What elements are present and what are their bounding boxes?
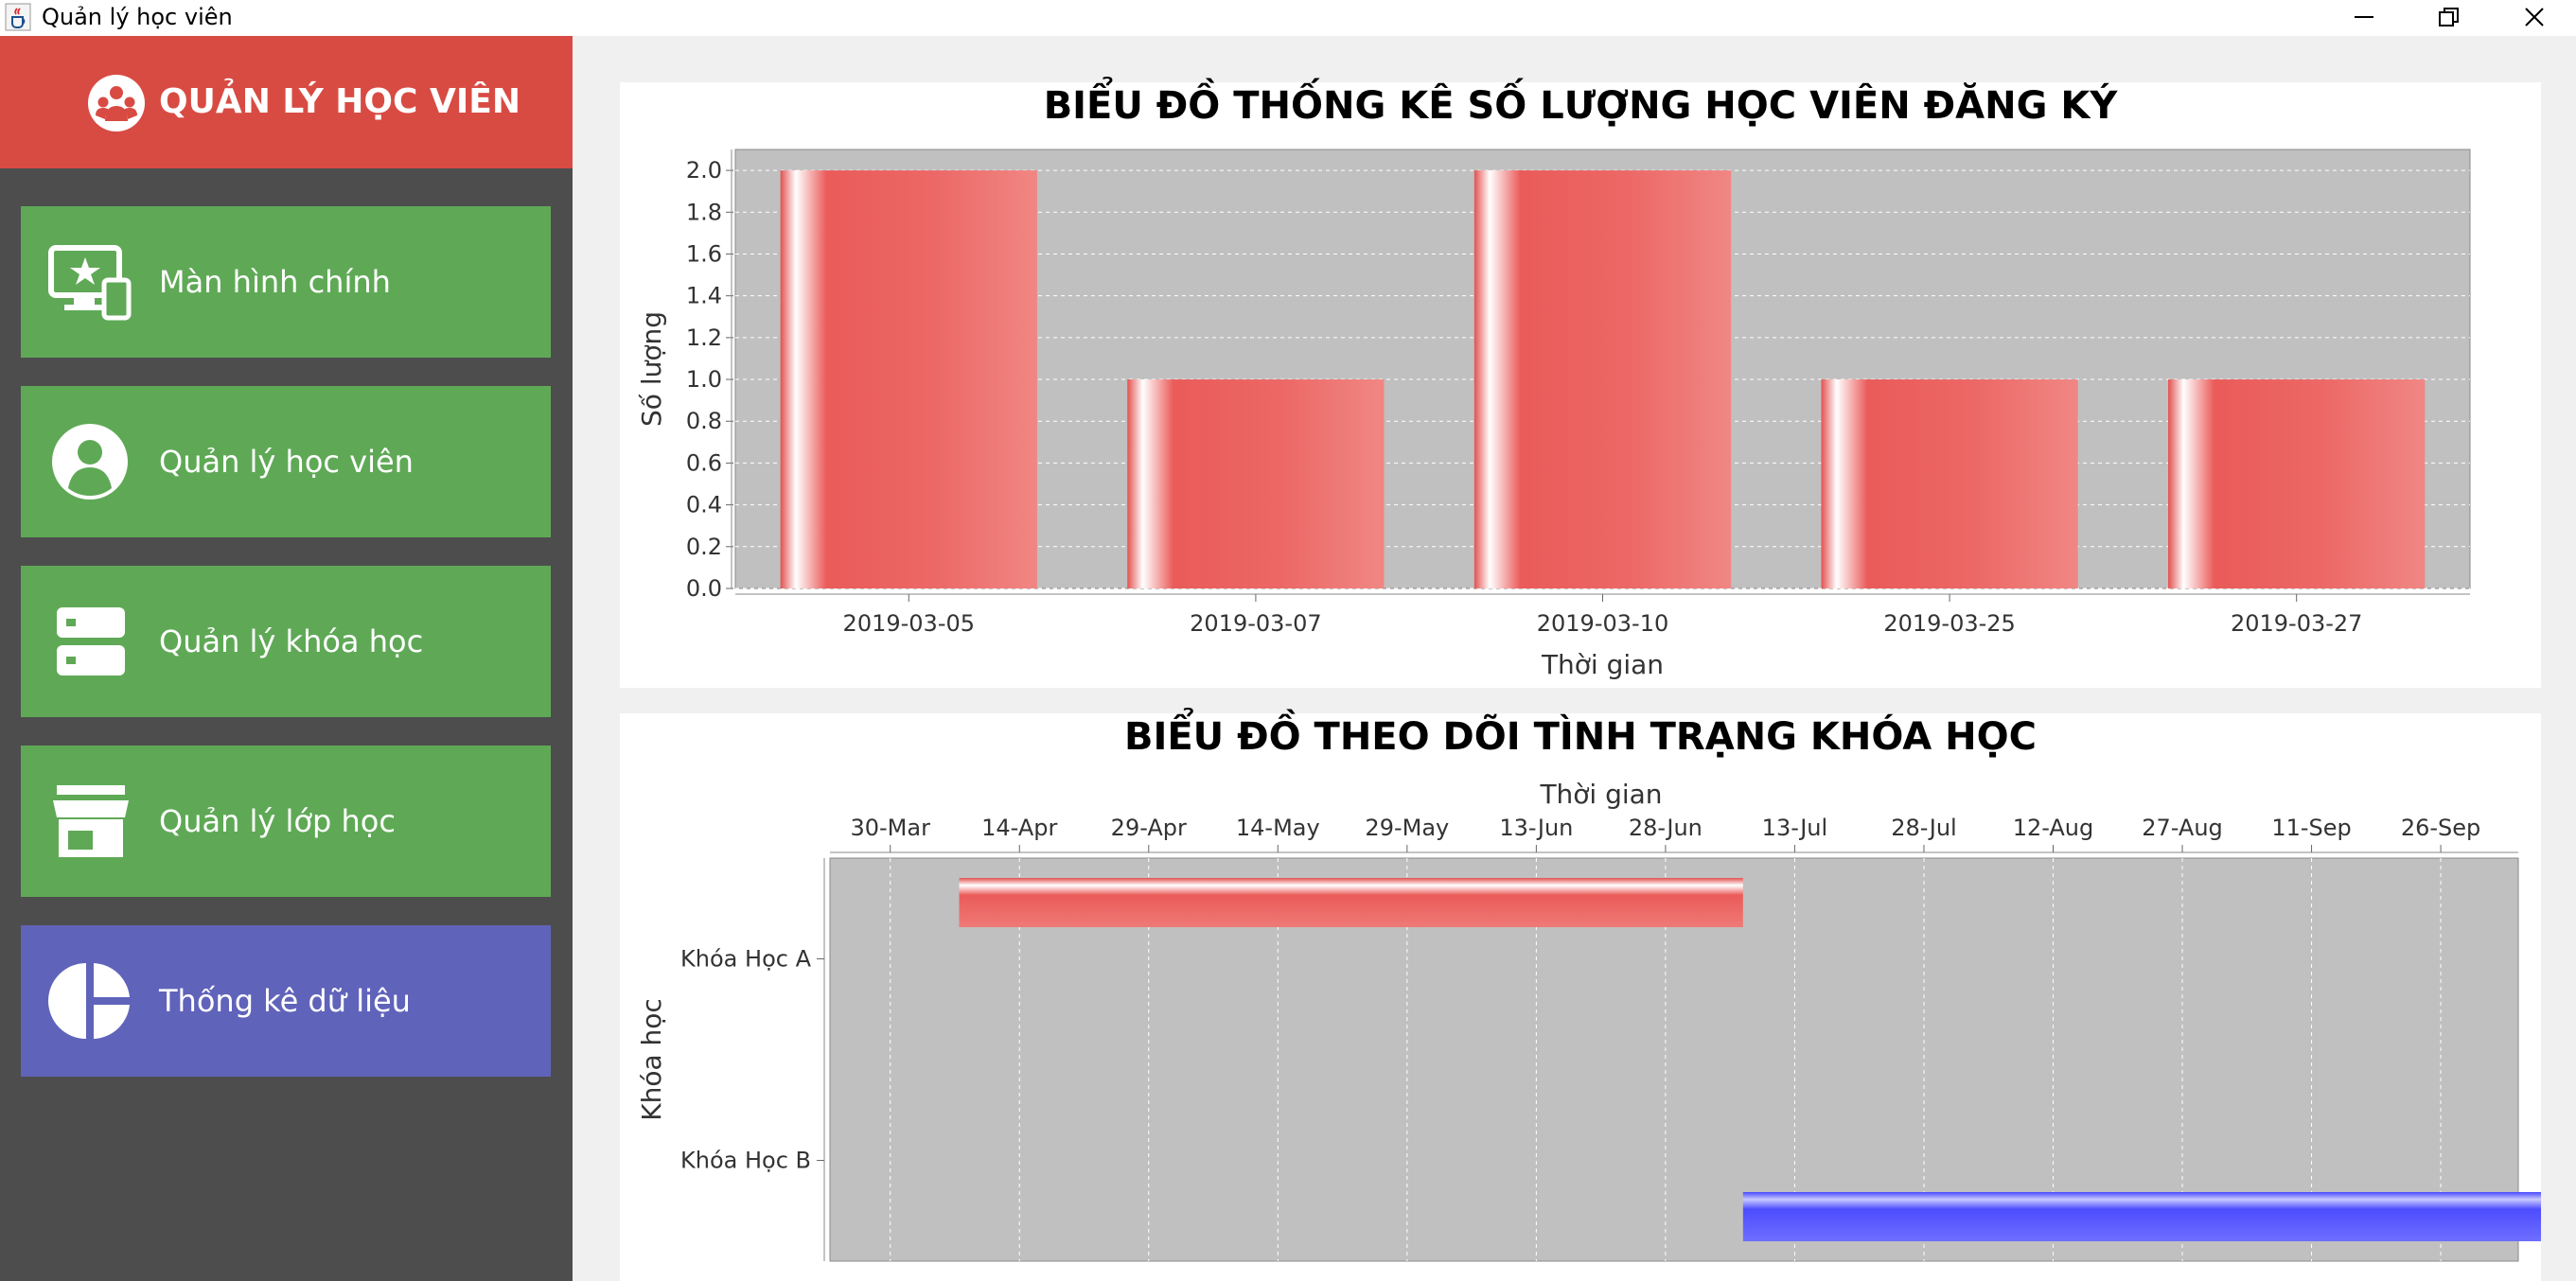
brand-title: QUẢN LÝ HỌC VIÊN bbox=[159, 82, 520, 121]
sidebar-item-students[interactable]: Quản lý học viên bbox=[21, 386, 551, 537]
bar bbox=[1473, 170, 1732, 588]
x-tick-label: 2019-03-05 bbox=[843, 610, 975, 637]
minimize-icon bbox=[2355, 16, 2373, 18]
server-icon bbox=[57, 607, 125, 676]
x-tick-label: 30-Mar bbox=[850, 815, 930, 841]
course-gantt-chart: 30-Mar 14-Apr 29-Apr 14-May 29-May 13-Jun 28-J… bbox=[636, 779, 2541, 1262]
task-bar bbox=[1742, 1192, 2541, 1241]
y-tick-label: Khóa Học A bbox=[680, 946, 812, 973]
sidebar-item-statistics[interactable]: Thống kê dữ liệu bbox=[21, 925, 551, 1077]
x-tick-label: 28-Jun bbox=[1629, 815, 1703, 841]
user-circle-icon bbox=[52, 424, 128, 500]
restore-icon bbox=[2439, 8, 2459, 26]
y-tick-label: 1.8 bbox=[686, 199, 722, 225]
x-tick-label: 29-Apr bbox=[1111, 815, 1187, 841]
y-tick-label: 1.6 bbox=[686, 240, 722, 267]
x-tick-label: 12-Aug bbox=[2013, 815, 2094, 841]
store-icon bbox=[53, 785, 129, 857]
x-tick-label: 13-Jul bbox=[1762, 815, 1828, 841]
users-circle-icon bbox=[88, 75, 145, 132]
close-button[interactable] bbox=[2495, 0, 2574, 34]
window-title: Quản lý học viên bbox=[42, 4, 233, 30]
y-tick-label: 1.2 bbox=[686, 325, 722, 351]
y-tick-label: 0.0 bbox=[686, 575, 722, 602]
y-axis-label: Số lượng bbox=[636, 311, 667, 427]
bar bbox=[1821, 379, 2078, 588]
minimize-button[interactable] bbox=[2324, 0, 2404, 34]
x-tick-label: 26-Sep bbox=[2401, 815, 2480, 841]
x-tick-label: 14-May bbox=[1236, 815, 1320, 841]
java-cup-icon bbox=[5, 3, 31, 31]
pie-chart-icon bbox=[48, 963, 130, 1039]
restore-button[interactable] bbox=[2409, 0, 2489, 34]
x-axis-label: Thời gian bbox=[1541, 649, 1664, 680]
x-tick-label: 14-Apr bbox=[981, 815, 1057, 841]
y-axis-label: Khóa học bbox=[636, 998, 667, 1121]
x-axis-label: Thời gian bbox=[1539, 779, 1662, 810]
task-bar bbox=[959, 878, 1743, 927]
x-tick-label: 11-Sep bbox=[2271, 815, 2351, 841]
sidebar-item-label: Thống kê dữ liệu bbox=[159, 983, 411, 1019]
registration-chart-panel: BIỂU ĐỒ THỐNG KÊ SỐ LƯỢNG HỌC VIÊN ĐĂNG … bbox=[620, 82, 2541, 688]
x-tick-label: 27-Aug bbox=[2142, 815, 2223, 841]
x-tick-label: 2019-03-27 bbox=[2231, 610, 2362, 637]
x-tick-label: 2019-03-07 bbox=[1190, 610, 1321, 637]
x-tick-label: 28-Jul bbox=[1891, 815, 1957, 841]
sidebar-item-main-screen[interactable]: Màn hình chính bbox=[21, 206, 551, 358]
chart-title: BIỂU ĐỒ THỐNG KÊ SỐ LƯỢNG HỌC VIÊN ĐĂNG … bbox=[1043, 84, 2118, 128]
course-status-chart-panel: BIỂU ĐỒ THEO DÕI TÌNH TRẠNG KHÓA HỌC 30-… bbox=[620, 713, 2541, 1281]
bar bbox=[1127, 379, 1385, 588]
y-tick-label: 0.4 bbox=[686, 492, 722, 518]
bar bbox=[780, 170, 1037, 588]
sidebar-item-label: Quản lý lớp học bbox=[159, 803, 396, 839]
y-tick-label: 0.6 bbox=[686, 449, 722, 476]
x-tick-label: 29-May bbox=[1365, 815, 1449, 841]
y-tick-label: 1.0 bbox=[686, 366, 722, 393]
sidebar-item-label: Quản lý học viên bbox=[159, 444, 414, 480]
x-tick-label: 13-Jun bbox=[1499, 815, 1573, 841]
monitor-star-icon bbox=[48, 245, 132, 321]
y-tick-label: 0.2 bbox=[686, 534, 722, 560]
sidebar-item-label: Màn hình chính bbox=[159, 264, 391, 300]
window-titlebar: Quản lý học viên bbox=[0, 0, 2576, 36]
y-tick-label: 2.0 bbox=[686, 157, 722, 184]
sidebar-item-classes[interactable]: Quản lý lớp học bbox=[21, 746, 551, 897]
sidebar: QUẢN LÝ HỌC VIÊN Màn hình chính Quản lý … bbox=[0, 36, 573, 1281]
y-tick-label: 1.4 bbox=[686, 283, 722, 309]
y-tick-label: Khóa Học B bbox=[680, 1148, 811, 1174]
x-tick-label: 2019-03-25 bbox=[1883, 610, 2015, 637]
close-icon bbox=[2525, 8, 2544, 26]
brand-header: QUẢN LÝ HỌC VIÊN bbox=[0, 36, 573, 168]
chart-title: BIỂU ĐỒ THEO DÕI TÌNH TRẠNG KHÓA HỌC bbox=[1123, 715, 2038, 759]
y-tick-label: 0.8 bbox=[686, 408, 722, 434]
sidebar-item-courses[interactable]: Quản lý khóa học bbox=[21, 566, 551, 717]
sidebar-item-label: Quản lý khóa học bbox=[159, 623, 424, 659]
x-tick-label: 2019-03-10 bbox=[1537, 610, 1668, 637]
registration-bar-chart: 0.0 0.2 0.4 0.6 0.8 1.0 1.2 1.4 1.6 1.8 2.0 2019-03… bbox=[636, 149, 2471, 680]
bar bbox=[2168, 379, 2426, 588]
